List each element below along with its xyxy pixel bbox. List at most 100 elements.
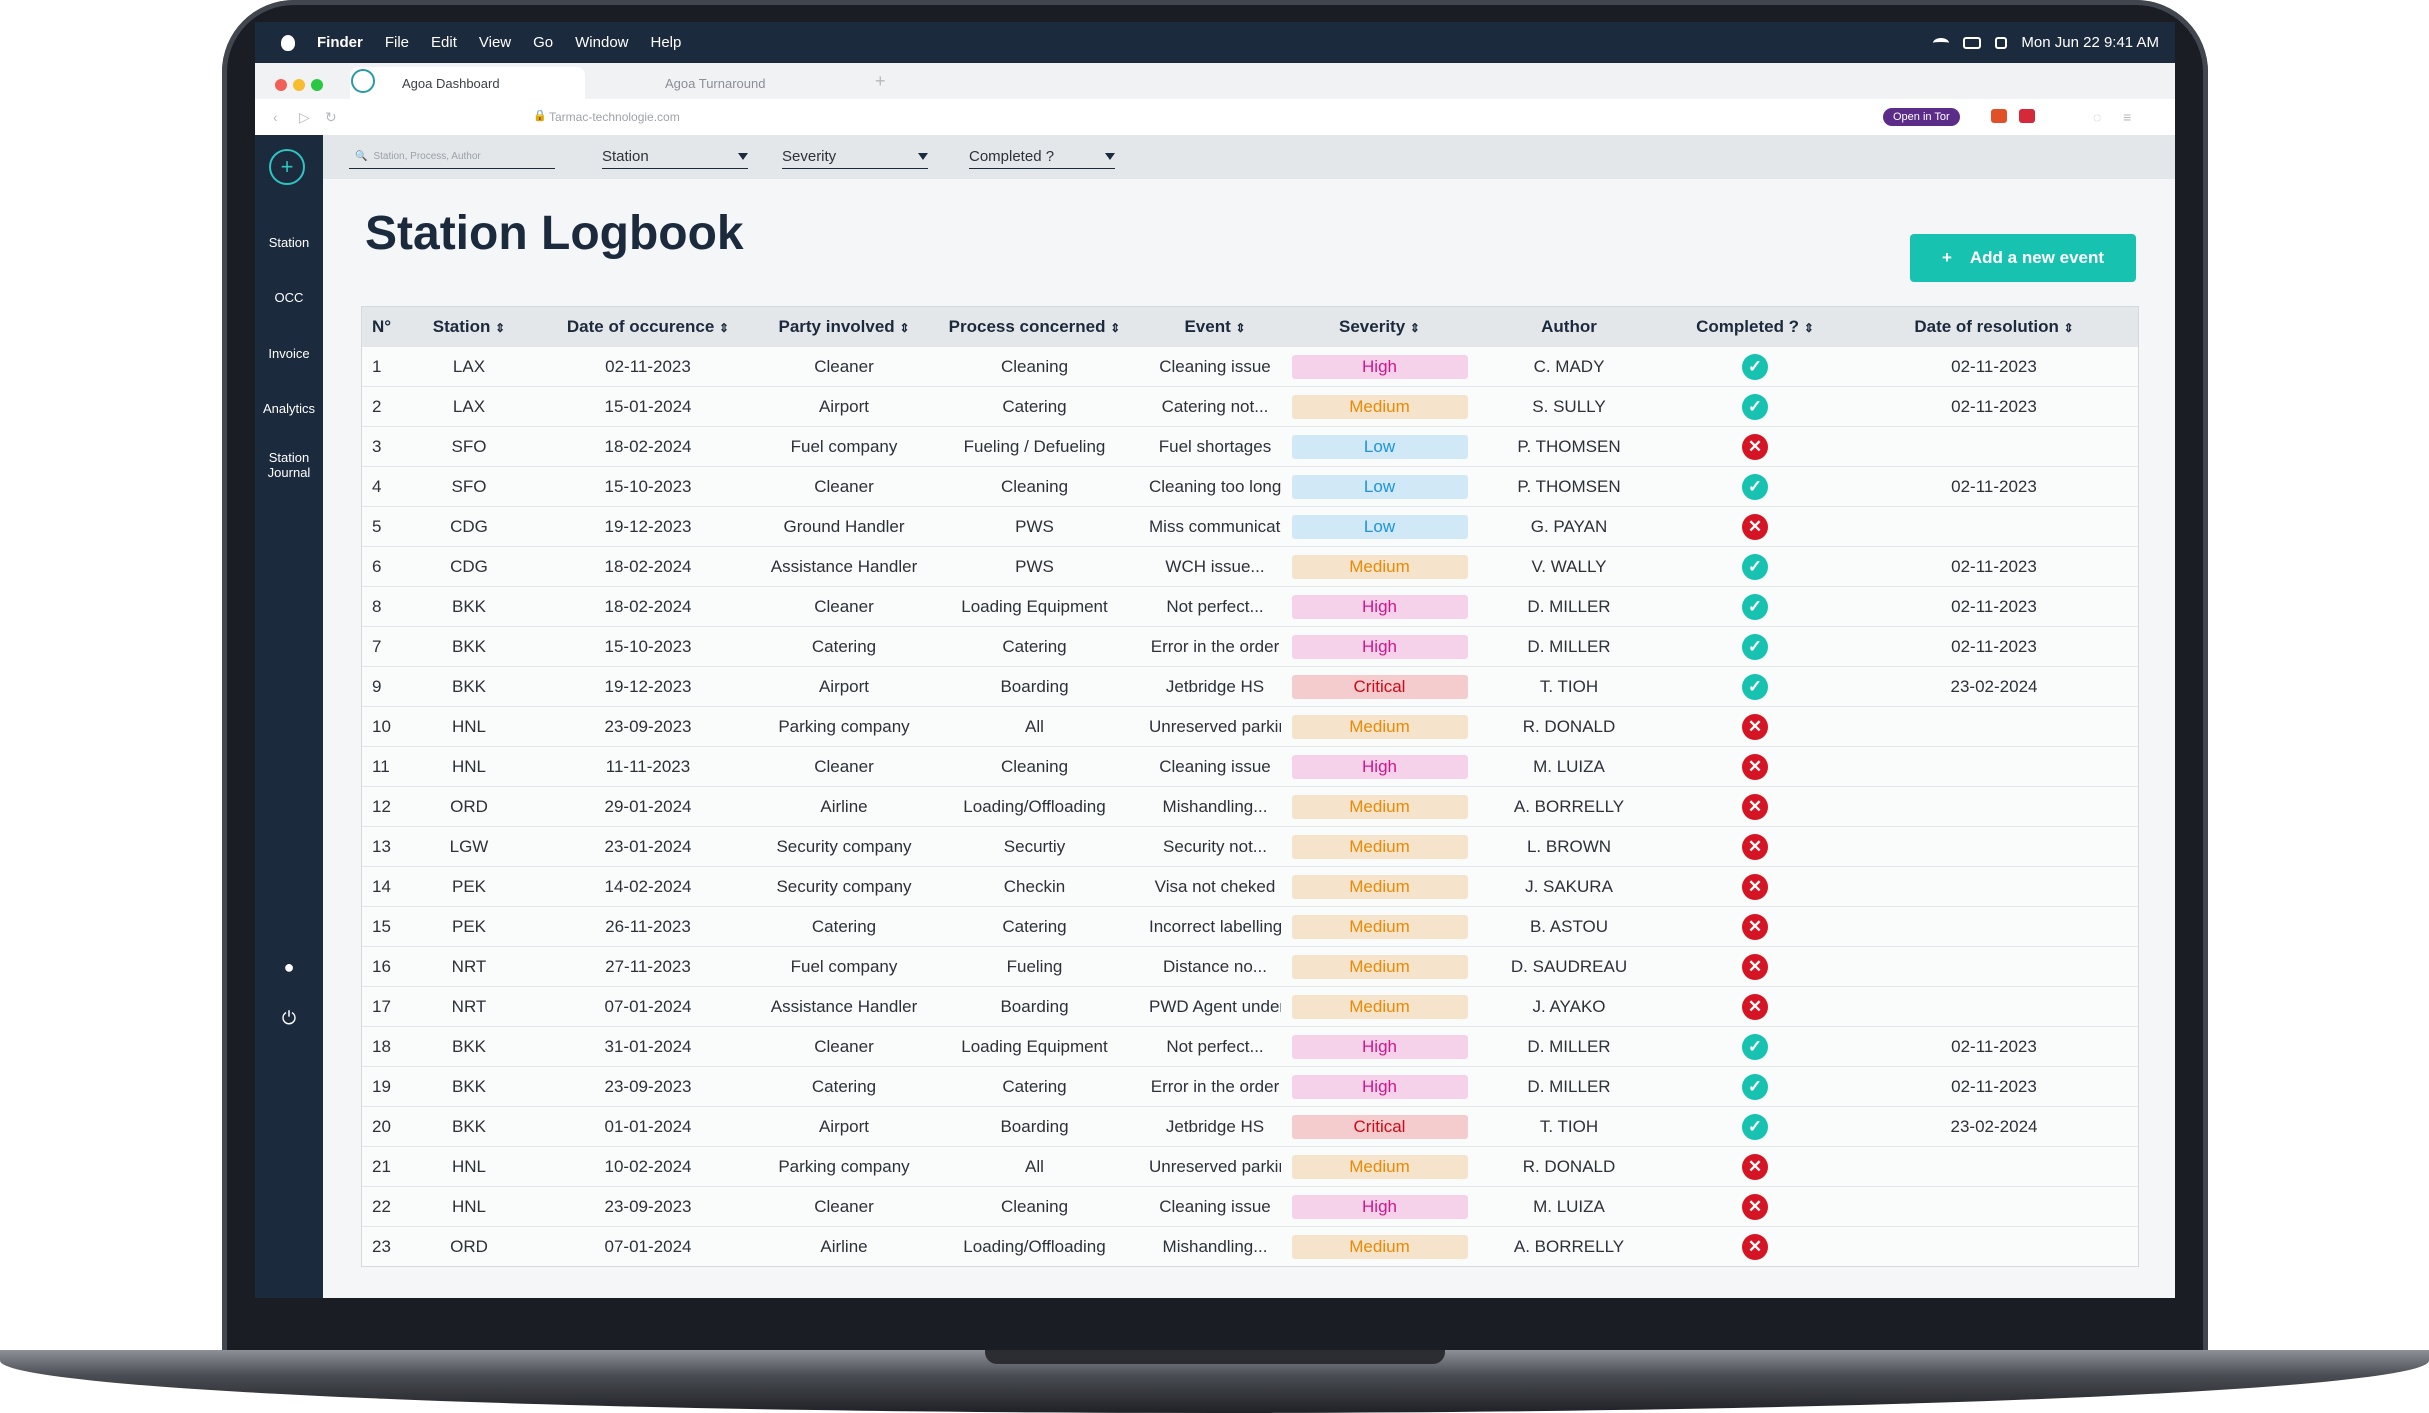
column-header-station[interactable]: Station ⇕ xyxy=(432,316,506,336)
menu-file[interactable]: File xyxy=(384,34,410,51)
table-row[interactable]: 4 SFO 15-10-2023 Cleaner Cleaning Cleaning to… xyxy=(362,466,2138,506)
table-row[interactable]: 23 ORD 07-01-2024 Airline Loading/Offloading… xyxy=(362,1226,2138,1266)
cell-date: 26-11-2023 xyxy=(605,916,691,936)
minimize-window-button[interactable] xyxy=(293,79,305,91)
cell-author: P. THOMSEN xyxy=(1517,436,1621,456)
menu-edit[interactable]: Edit xyxy=(431,34,457,51)
cell-station: HNL xyxy=(451,716,486,736)
lock-icon: 🔒 xyxy=(533,110,547,122)
add-event-label: Add a new event xyxy=(1969,248,2105,267)
plus-icon: + xyxy=(1941,248,1952,267)
cell-process: Loading/Offloading xyxy=(963,796,1106,816)
screen: Finder File Edit View Go Window Help Mon… xyxy=(255,22,2175,1298)
close-window-button[interactable] xyxy=(275,79,287,91)
table-row[interactable]: 12 ORD 29-01-2024 Airline Loading/Offloading… xyxy=(362,786,2138,826)
cell-date: 15-10-2023 xyxy=(604,636,692,656)
cell-severity: Critical xyxy=(1281,674,1478,699)
column-header-severity[interactable]: Severity ⇕ xyxy=(1339,316,1420,336)
brave-rewards-icon[interactable] xyxy=(2019,109,2035,123)
agoa-logo-icon[interactable]: + xyxy=(269,149,305,185)
user-icon[interactable]: ● xyxy=(283,957,295,977)
back-icon[interactable]: ‹ xyxy=(273,109,278,125)
column-header-event[interactable]: Event ⇕ xyxy=(1184,316,1246,336)
new-tab-icon[interactable]: + xyxy=(875,71,886,91)
power-icon[interactable]: ⏻ xyxy=(281,1008,297,1028)
brave-shield-icon[interactable] xyxy=(1991,109,2007,123)
cell-party: Parking company xyxy=(778,1156,910,1176)
extensions-icon[interactable]: ◌ xyxy=(2093,109,2102,125)
cell-event: Cleaning too long xyxy=(1149,476,1281,496)
reload-icon[interactable]: ↻ xyxy=(325,109,337,125)
apple-icon[interactable] xyxy=(281,34,295,51)
url-field[interactable]: Tarmac-technologie.com xyxy=(549,110,680,124)
table-row[interactable]: 1 LAX 02-11-2023 Cleaner Cleaning Cleaning is… xyxy=(362,346,2138,386)
tab-agoa-dashboard[interactable]: Agoa Dashboard xyxy=(350,67,585,99)
table-row[interactable]: 20 BKK 01-01-2024 Airport Boarding Jetbridge … xyxy=(362,1106,2138,1146)
column-header-process[interactable]: Process concerned ⇕ xyxy=(948,316,1121,336)
table-row[interactable]: 11 HNL 11-11-2023 Cleaner Cleaning Cleaning i… xyxy=(362,746,2138,786)
table-row[interactable]: 9 BKK 19-12-2023 Airport Boarding Jetbridge H… xyxy=(362,666,2138,706)
table-row[interactable]: 10 HNL 23-09-2023 Parking company All Unreser… xyxy=(362,706,2138,746)
cell-event: WCH issue... xyxy=(1165,556,1265,576)
search-input[interactable]: 🔍 Station, Process, Author xyxy=(349,145,555,169)
table-row[interactable]: 8 BKK 18-02-2024 Cleaner Loading Equipment No… xyxy=(362,586,2138,626)
table-row[interactable]: 6 CDG 18-02-2024 Assistance Handler PWS WCH i… xyxy=(362,546,2138,586)
table-row[interactable]: 18 BKK 31-01-2024 Cleaner Loading Equipment N… xyxy=(362,1026,2138,1066)
column-header-party[interactable]: Party involved ⇕ xyxy=(778,316,910,336)
completed-filter-dropdown[interactable]: Completed ? xyxy=(969,145,1115,169)
cell-author: M. LUIZA xyxy=(1533,756,1605,776)
check-circle-icon: ✓ xyxy=(1742,393,1768,420)
table-row[interactable]: 7 BKK 15-10-2023 Catering Catering Error in t… xyxy=(362,626,2138,666)
table-row[interactable]: 13 LGW 23-01-2024 Security company Securtiy S… xyxy=(362,826,2138,866)
menu-view[interactable]: View xyxy=(478,34,512,51)
battery-icon[interactable] xyxy=(1963,36,1982,49)
cell-party: Airport xyxy=(818,676,870,696)
severity-badge: Medium xyxy=(1291,794,1468,819)
menu-help[interactable]: Help xyxy=(650,34,682,51)
menu-go[interactable]: Go xyxy=(533,34,554,51)
menu-app-name[interactable]: Finder xyxy=(317,34,363,51)
control-center-icon[interactable] xyxy=(1995,36,2008,49)
column-header-resolution[interactable]: Date of resolution ⇕ xyxy=(1914,316,2074,336)
column-header-date[interactable]: Date of occurence ⇕ xyxy=(566,316,730,336)
cell-completed: ✓ xyxy=(1660,553,1850,580)
column-header-author[interactable]: Author xyxy=(1541,316,1597,336)
tab-agoa-turnaround[interactable]: Agoa Turnaround xyxy=(625,67,855,99)
table-row[interactable]: 22 HNL 23-09-2023 Cleaner Cleaning Cleaning i… xyxy=(362,1186,2138,1226)
column-header-number[interactable]: N° xyxy=(372,316,392,336)
table-row[interactable]: 3 SFO 18-02-2024 Fuel company Fueling / Defu… xyxy=(362,426,2138,466)
severity-filter-dropdown[interactable]: Severity xyxy=(782,145,928,169)
sidebar-item-station[interactable]: Station xyxy=(255,235,323,250)
station-filter-dropdown[interactable]: Station xyxy=(602,145,748,169)
maximize-window-button[interactable] xyxy=(311,79,323,91)
cell-party: Security company xyxy=(776,836,912,856)
forward-icon[interactable]: ▷ xyxy=(299,109,310,125)
wifi-icon[interactable] xyxy=(1933,37,1950,48)
table-row[interactable]: 15 PEK 26-11-2023 Catering Catering Incorrect… xyxy=(362,906,2138,946)
cell-completed: ✕ xyxy=(1660,513,1850,540)
cell-completed: ✕ xyxy=(1660,793,1850,820)
sidebar-item-analytics[interactable]: Analytics xyxy=(255,401,323,416)
laptop-notch xyxy=(985,1350,1445,1364)
browser-menu-icon[interactable]: ≡ xyxy=(2123,109,2132,125)
table-row[interactable]: 5 CDG 19-12-2023 Ground Handler PWS Miss comm… xyxy=(362,506,2138,546)
severity-badge: High xyxy=(1291,1194,1468,1219)
sidebar-item-station-journal[interactable]: Station Journal xyxy=(255,450,323,480)
sidebar-item-occ[interactable]: OCC xyxy=(255,290,323,305)
table-row[interactable]: 14 PEK 14-02-2024 Security company Checkin Vi… xyxy=(362,866,2138,906)
cell-process: Catering xyxy=(1002,636,1067,656)
table-row[interactable]: 17 NRT 07-01-2024 Assistance Handler Boardin… xyxy=(362,986,2138,1026)
open-in-tor-button[interactable]: Open in Tor xyxy=(1883,108,1960,126)
table-row[interactable]: 21 HNL 10-02-2024 Parking company All Unreser… xyxy=(362,1146,2138,1186)
table-row[interactable]: 19 BKK 23-09-2023 Catering Catering Error in … xyxy=(362,1066,2138,1106)
severity-badge: Medium xyxy=(1291,914,1468,939)
table-row[interactable]: 16 NRT 27-11-2023 Fuel company Fueling Distan… xyxy=(362,946,2138,986)
menu-window[interactable]: Window xyxy=(575,34,629,51)
sidebar-item-invoice[interactable]: Invoice xyxy=(255,346,323,361)
cell-completed: ✓ xyxy=(1660,673,1850,700)
add-event-button[interactable]: + Add a new event xyxy=(1910,234,2136,282)
column-header-completed[interactable]: Completed ? ⇕ xyxy=(1696,316,1814,336)
menubar-datetime[interactable]: Mon Jun 22 9:41 AM xyxy=(2021,34,2159,51)
table-row[interactable]: 2 LAX 15-01-2024 Airport Catering Catering no… xyxy=(362,386,2138,426)
x-circle-icon: ✕ xyxy=(1742,953,1768,980)
